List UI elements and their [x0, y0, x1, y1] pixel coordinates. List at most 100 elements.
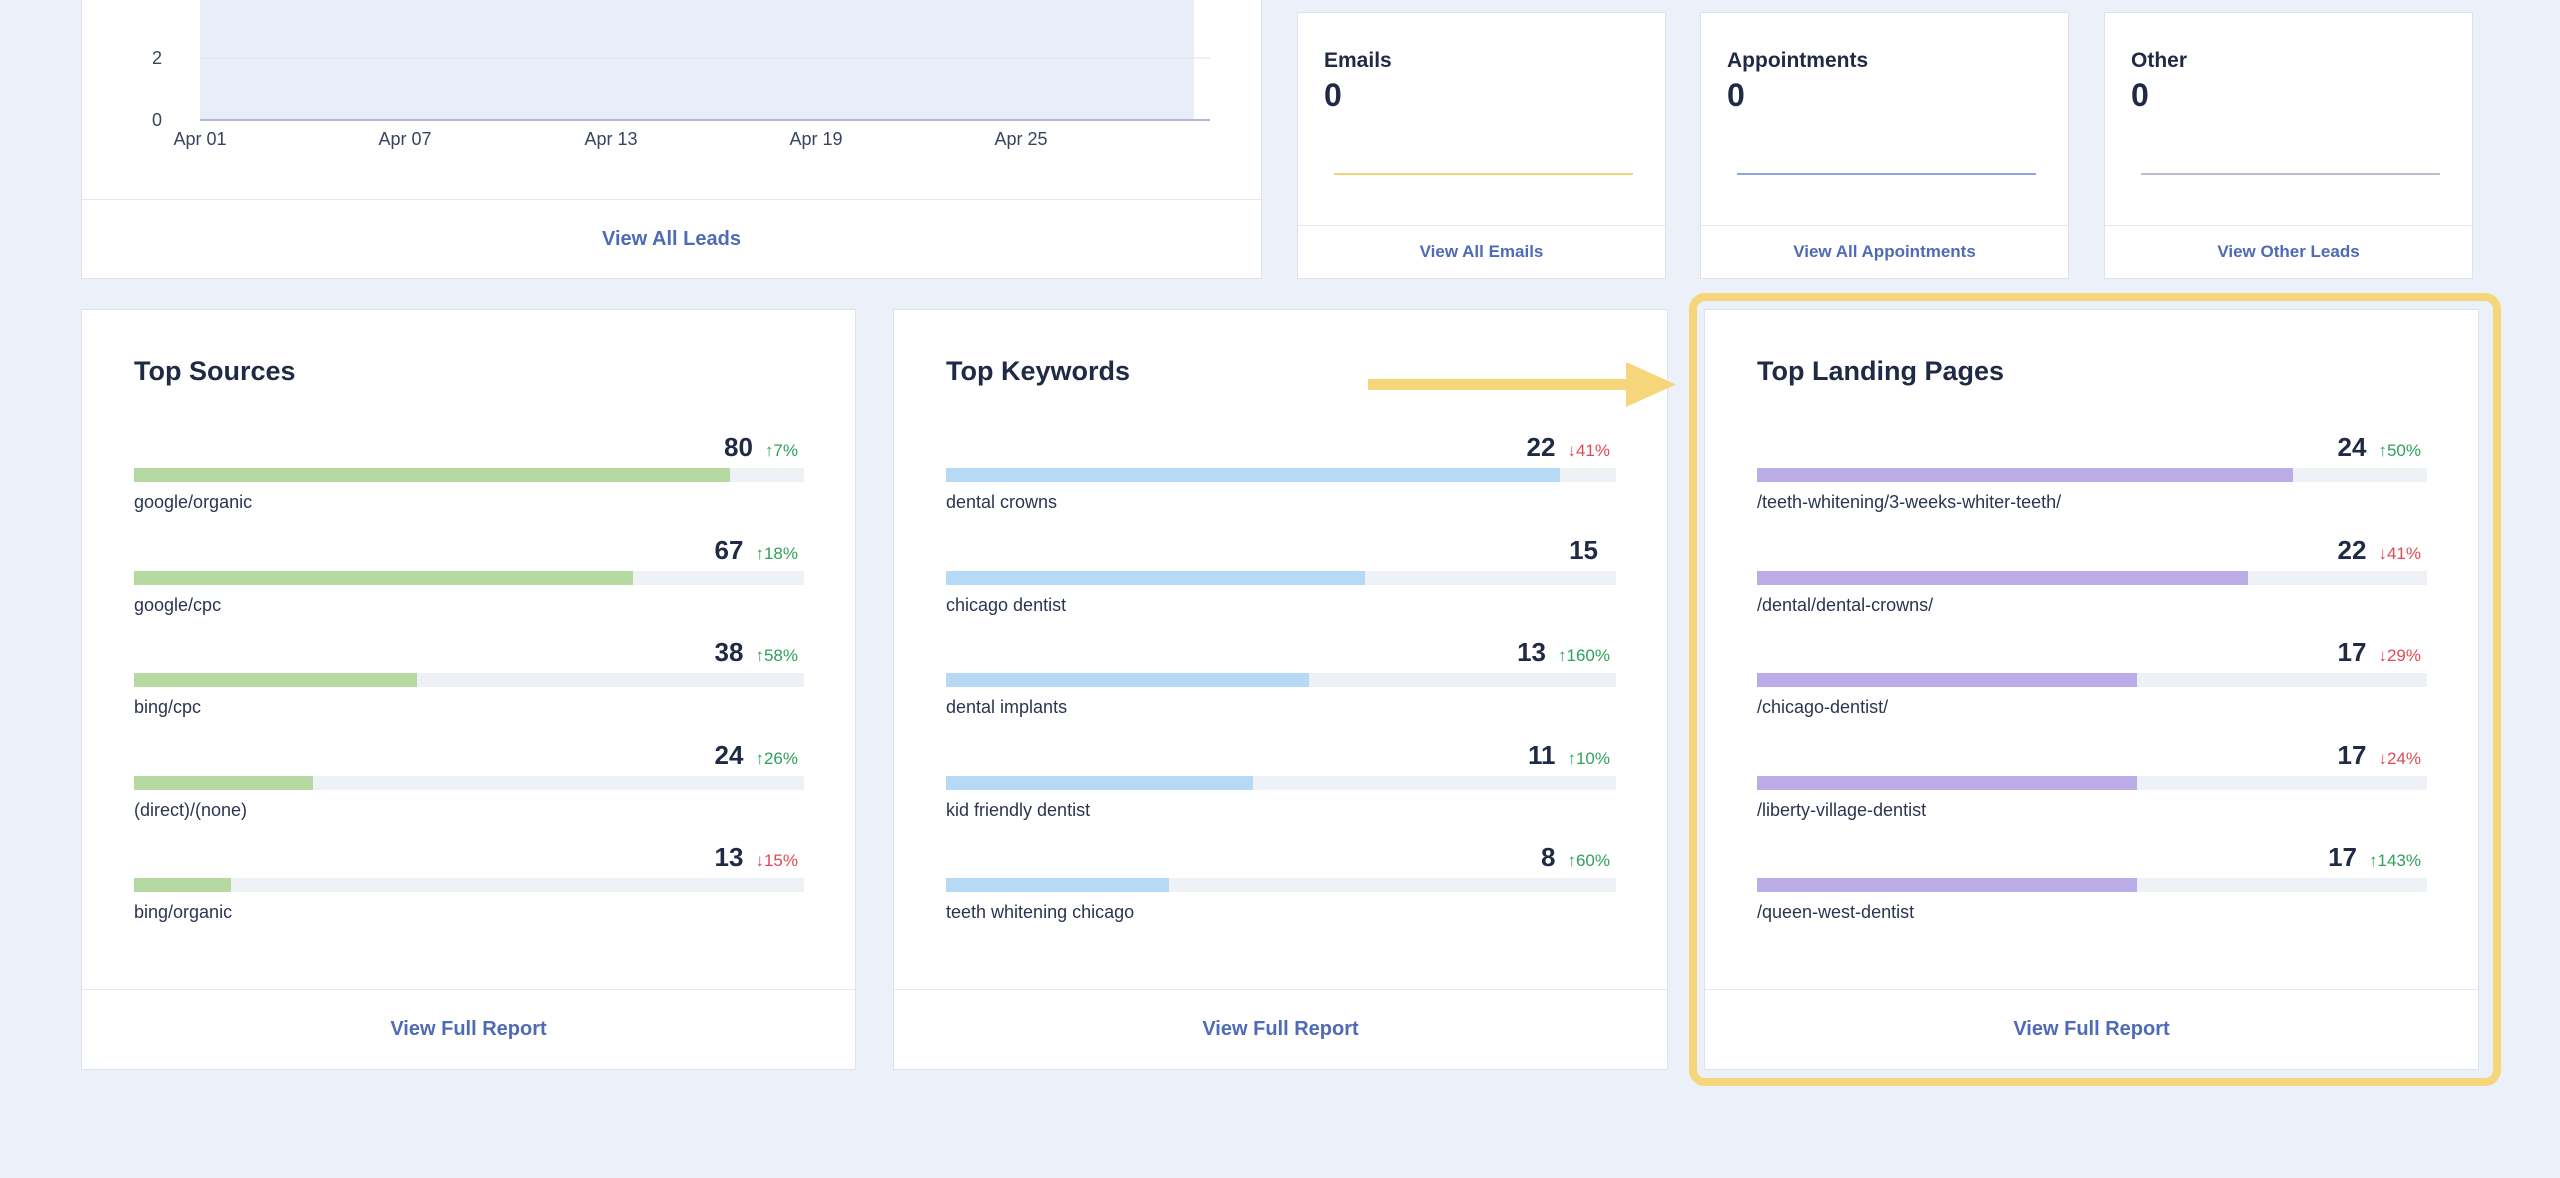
row-change: ↑26%: [755, 748, 798, 768]
bar-fill: [134, 775, 313, 790]
row-count: 17: [2337, 739, 2367, 770]
bar-track: [946, 878, 1616, 892]
row-change: ↑18%: [755, 543, 798, 563]
row-label: (direct)/(none): [134, 799, 248, 820]
top-sources-list: 80 ↑7% google/organic 67 ↑18% google/cpc 3…: [134, 432, 804, 945]
list-item: 17 ↓29% /chicago-dentist/: [1757, 637, 2427, 740]
top-keywords-card: Top Keywords 22 ↓41% dental crowns 15 chi…: [893, 309, 1668, 1070]
bar-track: [134, 775, 804, 790]
appointments-card: Appointments 0 View All Appointments: [1700, 12, 2069, 279]
appointments-count: 0: [1727, 77, 1745, 113]
row-count: 13: [1517, 637, 1547, 667]
row-label: google/organic: [134, 492, 253, 512]
bar-fill: [1757, 468, 2293, 482]
bar-track: [1757, 673, 2427, 687]
top-landing-pages-list: 24 ↑50% /teeth-whitening/3-weeks-whiter-t…: [1757, 432, 2427, 945]
appointments-card-footer: View All Appointments: [1701, 225, 2068, 278]
row-count: 80: [724, 432, 753, 462]
view-all-emails-link[interactable]: View All Emails: [1419, 242, 1544, 261]
bar-track: [1757, 878, 2427, 892]
bar-track: [134, 673, 804, 687]
list-item: 67 ↑18% google/cpc: [134, 535, 804, 638]
row-count: 15: [1569, 534, 1598, 565]
other-card-footer: View Other Leads: [2105, 225, 2472, 278]
bar-track: [1757, 468, 2427, 482]
bar-track: [1757, 570, 2427, 585]
bar-fill: [946, 468, 1561, 482]
other-count: 0: [2131, 77, 2149, 113]
bar-fill: [134, 878, 231, 892]
view-all-leads-link[interactable]: View All Leads: [602, 227, 741, 250]
x-tick-label: Apr 19: [789, 129, 842, 149]
row-count: 22: [2337, 534, 2367, 565]
row-count: 24: [2337, 432, 2367, 462]
row-change: ↑60%: [1567, 851, 1610, 870]
bar-track: [134, 878, 804, 892]
row-label: chicago dentist: [946, 594, 1067, 615]
row-change: ↑7%: [764, 441, 798, 460]
row-change: ↑58%: [755, 646, 798, 665]
bar-fill: [134, 570, 633, 585]
list-item: 24 ↑26% (direct)/(none): [134, 740, 804, 843]
list-item: 13 ↓15% bing/organic: [134, 842, 804, 945]
row-count: 38: [714, 637, 744, 667]
bar-track: [134, 468, 804, 482]
y-tick-label: 2: [152, 48, 162, 68]
emails-card-footer: View All Emails: [1298, 225, 1665, 278]
list-item: 13 ↑160% dental implants: [946, 637, 1616, 740]
other-leads-card: Other 0 View Other Leads: [2104, 12, 2473, 279]
top-landing-pages-footer: View Full Report: [1705, 989, 2478, 1069]
bar-track: [1757, 775, 2427, 790]
y-tick-label: 0: [152, 110, 162, 130]
row-change: ↑10%: [1567, 748, 1610, 768]
bar-fill: [1757, 775, 2137, 790]
top-sources-footer: View Full Report: [82, 989, 855, 1069]
row-change: ↓24%: [2378, 748, 2421, 768]
x-tick-label: Apr 25: [994, 129, 1047, 149]
list-item: 17 ↑143% /queen-west-dentist: [1757, 842, 2427, 945]
emails-title: Emails: [1324, 49, 1392, 72]
arrow-right-icon: [1368, 362, 1676, 407]
leads-card-footer: View All Leads: [82, 199, 1261, 278]
row-count: 17: [2328, 842, 2358, 872]
row-label: dental crowns: [946, 492, 1058, 512]
row-change: ↓15%: [755, 851, 798, 870]
appointments-title: Appointments: [1727, 49, 1869, 72]
view-full-report-link[interactable]: View Full Report: [2013, 1018, 2170, 1040]
row-count: 8: [1541, 842, 1556, 872]
row-label: /queen-west-dentist: [1757, 902, 1915, 922]
list-item: 80 ↑7% google/organic: [134, 432, 804, 535]
row-label: dental implants: [946, 697, 1068, 717]
bar-fill: [1757, 673, 2137, 687]
list-item: 22 ↓41% /dental/dental-crowns/: [1757, 535, 2427, 638]
list-item: 11 ↑10% kid friendly dentist: [946, 740, 1616, 843]
x-tick-label: Apr 07: [378, 129, 431, 149]
bar-track: [946, 775, 1616, 790]
list-item: 22 ↓41% dental crowns: [946, 432, 1616, 535]
top-sources-title: Top Sources: [134, 356, 296, 386]
bar-fill: [1757, 878, 2137, 892]
bar-track: [134, 570, 804, 585]
view-other-leads-link[interactable]: View Other Leads: [2217, 242, 2360, 261]
row-change: ↓41%: [1567, 441, 1610, 460]
row-count: 67: [714, 534, 744, 565]
top-landing-pages-title: Top Landing Pages: [1757, 356, 2005, 386]
view-full-report-link[interactable]: View Full Report: [390, 1018, 547, 1040]
row-label: teeth whitening chicago: [946, 902, 1135, 922]
list-item: 17 ↓24% /liberty-village-dentist: [1757, 740, 2427, 843]
view-full-report-link[interactable]: View Full Report: [1202, 1018, 1359, 1040]
bar-fill: [946, 878, 1170, 892]
emails-sparkline: [1334, 173, 1633, 175]
top-keywords-list: 22 ↓41% dental crowns 15 chicago dentist …: [946, 432, 1616, 945]
row-label: bing/organic: [134, 902, 233, 922]
top-keywords-title: Top Keywords: [946, 356, 1131, 386]
bar-track: [946, 673, 1616, 687]
row-label: /chicago-dentist/: [1757, 697, 1889, 717]
bar-fill: [946, 673, 1309, 687]
bar-track: [946, 468, 1616, 482]
row-count: 17: [2337, 637, 2367, 667]
row-count: 13: [714, 842, 744, 872]
view-all-appointments-link[interactable]: View All Appointments: [1793, 242, 1976, 261]
list-item: 24 ↑50% /teeth-whitening/3-weeks-whiter-t…: [1757, 432, 2427, 535]
bar-fill: [946, 775, 1254, 790]
